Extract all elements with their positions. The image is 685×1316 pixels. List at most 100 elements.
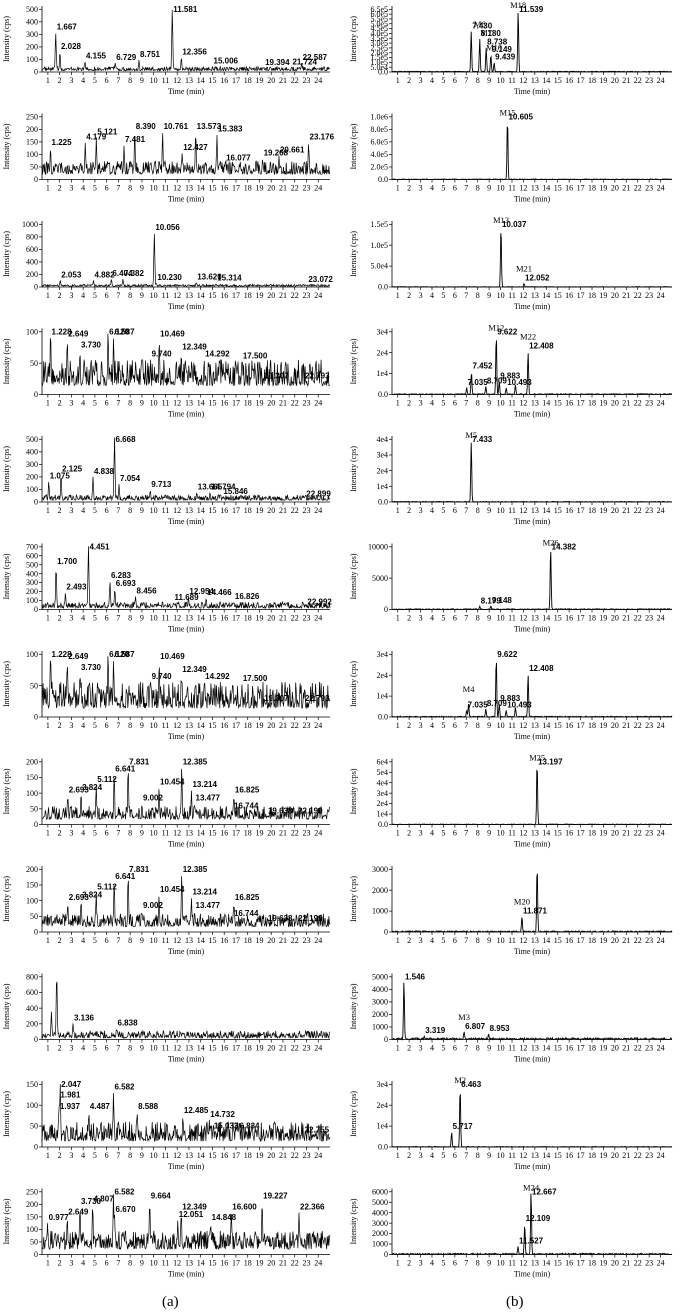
x-tick-label: 6: [105, 1259, 109, 1268]
peak-label: 10.761: [164, 122, 189, 131]
x-axis-label: Time (min): [514, 1270, 551, 1279]
y-tick-label: 1000: [372, 1023, 388, 1032]
x-tick-label: 23: [302, 184, 310, 193]
peak-label: 10.493: [507, 700, 532, 709]
x-tick-label: 19: [599, 506, 607, 515]
x-tick-label: 17: [577, 936, 585, 945]
x-tick-label: 3: [69, 1151, 73, 1160]
y-tick-label: 1.0e6: [370, 112, 388, 121]
chromatogram-trace: [41, 1083, 331, 1143]
y-tick-label: 5e4: [376, 768, 388, 777]
y-tick-label: 50: [30, 912, 38, 921]
x-tick-label: 16: [565, 184, 573, 193]
x-tick-label: 12: [173, 614, 181, 623]
peak-label: 12.385: [183, 865, 208, 874]
peak-label: 6.582: [114, 1188, 135, 1197]
x-tick-label: 12: [173, 829, 181, 838]
x-tick-label: 20: [611, 1044, 619, 1053]
x-tick-label: 12: [519, 399, 527, 408]
y-tick-label: 0: [34, 1035, 38, 1044]
x-tick-label: 24: [657, 184, 665, 193]
x-tick-label: 16: [565, 1259, 573, 1268]
x-tick-label: 4: [430, 1151, 434, 1160]
x-tick-label: 6: [105, 1044, 109, 1053]
y-tick-label: 100: [26, 896, 38, 905]
x-tick-label: 6: [105, 399, 109, 408]
peak-label: 3.824: [82, 783, 103, 792]
x-tick-label: 21: [622, 829, 630, 838]
x-tick-label: 24: [657, 829, 665, 838]
metabolite-label: M2: [454, 1075, 466, 1085]
peak-label: 19.307: [264, 694, 289, 703]
x-tick-label: 18: [244, 1151, 252, 1160]
x-tick-label: 23: [302, 936, 310, 945]
x-tick-label: 8: [128, 829, 132, 838]
x-tick-label: 19: [255, 399, 263, 408]
y-tick-label: 2e4: [376, 348, 388, 357]
x-axis-label: Time (min): [168, 840, 205, 849]
x-tick-label: 5: [93, 1259, 97, 1268]
x-tick-label: 11: [162, 1259, 170, 1268]
x-tick-label: 13: [185, 76, 193, 85]
x-tick-label: 8: [128, 1259, 132, 1268]
panel-label-a: (a): [162, 1294, 179, 1310]
x-tick-label: 15: [554, 1044, 562, 1053]
chromatogram-trace: [391, 551, 673, 611]
peak-label: 6.693: [116, 579, 137, 588]
x-tick-label: 11: [162, 399, 170, 408]
x-tick-label: 16: [220, 829, 228, 838]
x-tick-label: 15: [554, 614, 562, 623]
peak-label: 13.573: [197, 122, 222, 131]
x-tick-label: 20: [611, 936, 619, 945]
x-tick-label: 14: [542, 506, 550, 515]
y-axis-label: Intensity (cps): [349, 768, 358, 814]
x-axis-label: Time (min): [168, 1270, 205, 1279]
x-tick-label: 6: [453, 614, 457, 623]
peak-label: 0.977: [49, 1213, 70, 1222]
x-tick-label: 8: [128, 291, 132, 300]
x-tick-label: 24: [314, 829, 322, 838]
peak-label: 22.587: [303, 53, 328, 62]
y-tick-label: 250: [26, 1187, 38, 1196]
peak-label: 4.807: [94, 1194, 115, 1203]
x-tick-label: 16: [565, 721, 573, 730]
peak-label: 16.826: [235, 592, 260, 601]
x-tick-label: 3: [69, 936, 73, 945]
x-tick-label: 1: [46, 76, 50, 85]
x-tick-label: 20: [267, 1044, 275, 1053]
x-tick-label: 3: [69, 829, 73, 838]
x-tick-label: 3: [419, 1259, 423, 1268]
x-tick-label: 3: [419, 721, 423, 730]
x-tick-label: 19: [255, 829, 263, 838]
x-tick-label: 8: [476, 1151, 480, 1160]
x-tick-label: 10: [150, 1259, 158, 1268]
peak-label: 9.439: [495, 53, 516, 62]
peak-label: 12.385: [183, 758, 208, 767]
y-axis-label: Intensity (cps): [2, 661, 11, 707]
x-tick-label: 20: [267, 291, 275, 300]
peak-label: 15.033: [214, 1121, 239, 1130]
x-tick-label: 16: [220, 1044, 228, 1053]
x-tick-label: 23: [302, 1259, 310, 1268]
y-tick-label: 50: [30, 804, 38, 813]
x-tick-label: 7: [116, 399, 120, 408]
x-axis-label: Time (min): [514, 625, 551, 634]
x-tick-label: 7: [464, 614, 468, 623]
x-tick-label: 24: [657, 1259, 665, 1268]
x-axis-label: Time (min): [514, 840, 551, 849]
x-tick-label: 24: [314, 291, 322, 300]
x-tick-label: 3: [69, 506, 73, 515]
x-tick-label: 9: [140, 614, 144, 623]
y-tick-label: 2e4: [376, 1101, 388, 1110]
peak-label: 11.689: [175, 593, 200, 602]
x-tick-label: 20: [267, 721, 275, 730]
x-tick-label: 15: [208, 184, 216, 193]
peak-label: 10.469: [160, 330, 185, 339]
y-tick-label: 6.0e5: [370, 137, 388, 146]
x-tick-label: 21: [622, 721, 630, 730]
x-tick-label: 20: [267, 399, 275, 408]
peak-label: 8.588: [138, 1102, 159, 1111]
